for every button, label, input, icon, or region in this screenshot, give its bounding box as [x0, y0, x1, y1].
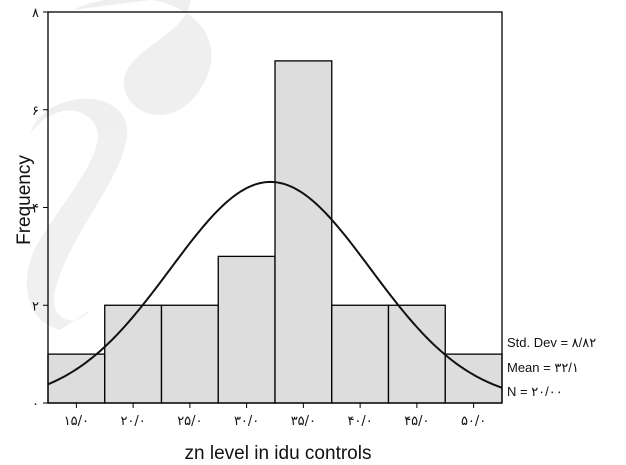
y-tick-label-2: ۲	[32, 299, 39, 314]
stat-mean: Mean = ۳۲/۱	[507, 360, 579, 375]
x-tick-label-4: ۳۰/۰	[234, 414, 259, 429]
histogram-bar-4	[217, 255, 276, 404]
histogram-bar-2	[104, 304, 163, 404]
y-tick-label-5: ۸	[32, 6, 39, 21]
x-tick-label-1: ۱۵/۰	[64, 414, 89, 429]
histogram-bar-1	[47, 353, 106, 404]
plot-area: ۰ ۲ ۴ ۶ ۸ ۱۵/۰ ۲۰/۰ ۲۵/۰ ۳۰/۰ ۳۵/۰ ۴۰/۰ ۴۵/۰ ۵۰/۰	[32, 6, 503, 429]
y-tick-label-1: ۰	[32, 397, 39, 412]
x-tick-label-2: ۲۰/۰	[120, 414, 145, 429]
x-tick-label-6: ۴۰/۰	[347, 414, 372, 429]
watermark	[26, 0, 212, 330]
y-axis-label: Frequency	[14, 155, 35, 245]
histogram-bar-3	[160, 304, 219, 404]
histogram-bar-6	[331, 304, 390, 404]
stat-n: N = ۲۰/۰۰	[507, 384, 563, 399]
y-tick-label-4: ۶	[32, 104, 39, 119]
x-axis-label: zn level in idu controls	[185, 443, 372, 464]
x-tick-label-8: ۵۰/۰	[461, 414, 486, 429]
x-tick-label-7: ۴۵/۰	[404, 414, 429, 429]
x-tick-label-3: ۲۵/۰	[177, 414, 202, 429]
x-tick-label-5: ۳۵/۰	[291, 414, 316, 429]
normal-curve	[47, 180, 503, 389]
y-tick-label-3: ۴	[32, 202, 39, 217]
stat-std-dev: Std. Dev = ۸/۸۲	[507, 335, 596, 350]
histogram-bar-5	[274, 60, 333, 404]
histogram-bar-7	[387, 304, 446, 404]
